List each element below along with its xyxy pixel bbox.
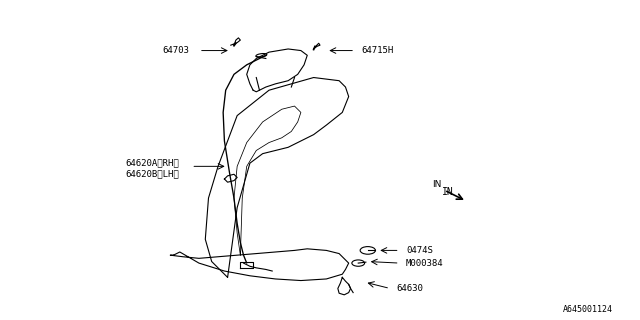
Text: 0474S: 0474S <box>406 246 433 255</box>
Text: 64620A〈RH〉: 64620A〈RH〉 <box>125 159 179 168</box>
Text: 64715H: 64715H <box>362 46 394 55</box>
Text: A645001124: A645001124 <box>563 305 613 314</box>
Text: 64630: 64630 <box>396 284 423 293</box>
Text: 64620B〈LH〉: 64620B〈LH〉 <box>125 170 179 179</box>
Text: IN: IN <box>432 180 441 188</box>
Text: IN: IN <box>442 187 453 197</box>
Text: M000384: M000384 <box>406 259 444 268</box>
Text: 64703: 64703 <box>163 46 189 55</box>
